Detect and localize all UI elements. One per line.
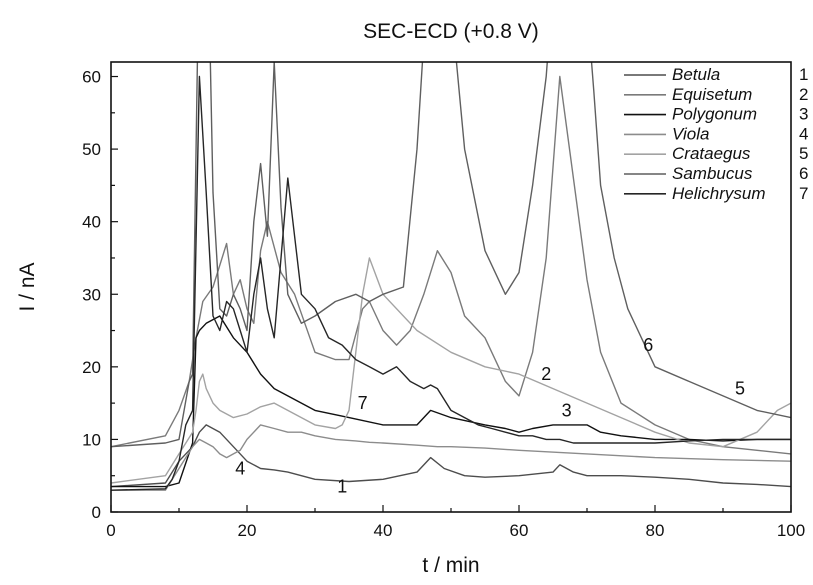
x-tick-label: 0	[106, 521, 115, 540]
y-tick-label: 40	[82, 213, 101, 232]
legend-number: 4	[799, 124, 808, 143]
legend-number: 3	[799, 105, 808, 124]
curve-label: 1	[337, 477, 347, 497]
x-tick-label: 20	[238, 521, 257, 540]
series-line-helichrysum	[111, 75, 791, 491]
y-tick-label: 30	[82, 285, 101, 304]
legend-number: 5	[799, 144, 808, 163]
series-line-viola	[111, 424, 791, 491]
legend-label: Polygonum	[672, 105, 757, 124]
legend-number: 1	[799, 65, 808, 84]
legend-label: Viola	[672, 124, 710, 143]
curve-label: 2	[541, 364, 551, 384]
x-tick-label: 60	[510, 521, 529, 540]
legend-label: Equisetum	[672, 85, 752, 104]
x-tick-label: 80	[646, 521, 665, 540]
curve-label: 4	[235, 458, 245, 478]
legend-number: 2	[799, 85, 808, 104]
curve-labels: 23 4 5 6 7 1	[235, 335, 745, 497]
legend-label: Crataegus	[672, 144, 751, 163]
legend: Betula 1 Equisetum 2 Polygonum 3 Viola 4 Crataeg…	[624, 65, 808, 203]
y-tick-label: 50	[82, 140, 101, 159]
legend-number: 6	[799, 164, 808, 183]
y-tick-label: 0	[92, 503, 101, 522]
curve-label: 5	[735, 379, 745, 399]
x-axis: 0 20 40 60 80 100	[106, 505, 805, 540]
series-line-crataegus	[111, 257, 791, 484]
series-layer	[111, 62, 791, 491]
curve-label: 7	[358, 393, 368, 413]
y-tick-label: 10	[82, 430, 101, 449]
x-axis-label: t / min	[422, 554, 479, 577]
series-line-sambucus	[111, 62, 791, 448]
curve-label: 3	[562, 400, 572, 420]
series-line-betula	[111, 424, 791, 488]
legend-label: Sambucus	[672, 164, 753, 183]
chart-title: SEC-ECD (+0.8 V)	[363, 20, 539, 43]
legend-label: Helichrysum	[672, 184, 766, 203]
y-tick-label: 60	[82, 68, 101, 87]
y-axis: 0 10 20 30 40 50 60	[82, 68, 118, 522]
curve-label: 6	[643, 335, 653, 355]
x-tick-label: 100	[777, 521, 805, 540]
series-line-polygonum	[111, 315, 791, 488]
y-tick-label: 20	[82, 358, 101, 377]
legend-number: 7	[799, 184, 808, 203]
y-axis-label: I / nA	[16, 262, 39, 311]
x-tick-label: 40	[374, 521, 393, 540]
series-line-equisetum	[111, 75, 791, 455]
plot-area	[110, 61, 792, 513]
legend-label: Betula	[672, 65, 720, 84]
